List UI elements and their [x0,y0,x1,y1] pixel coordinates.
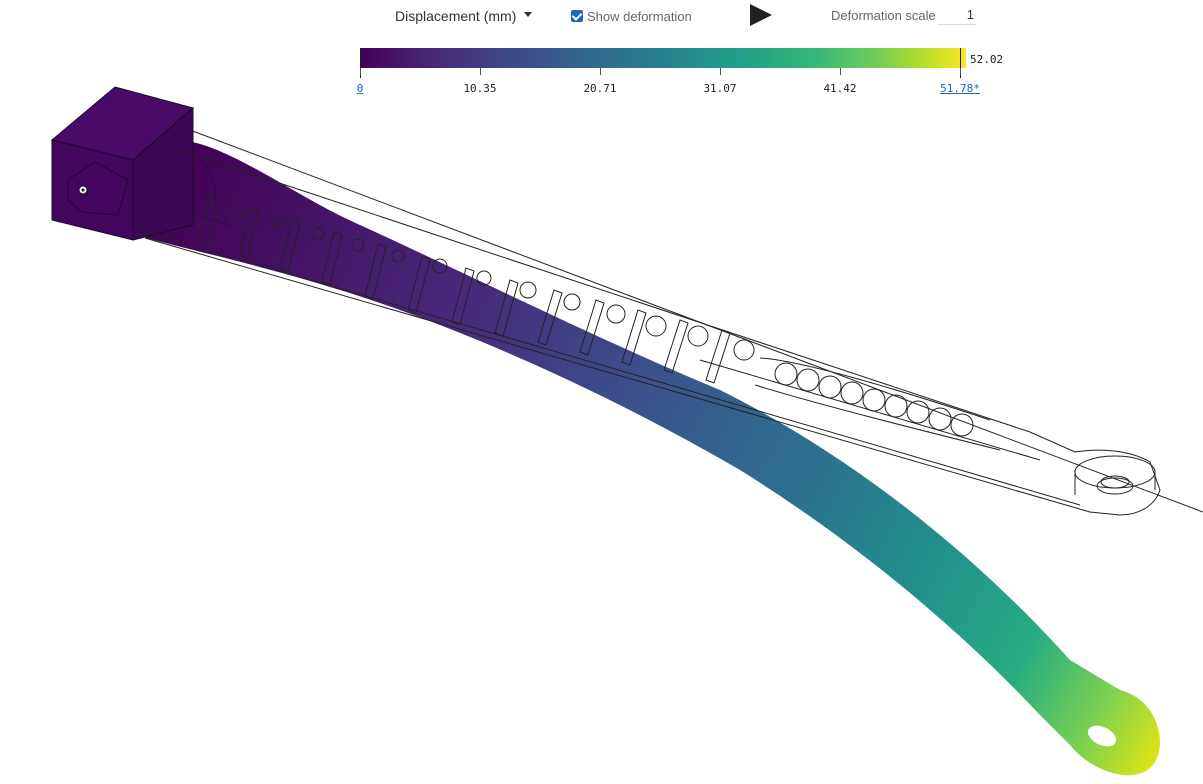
legend-tick [600,68,601,75]
chevron-down-icon [524,11,533,17]
result-type-label: Displacement (mm) [395,8,517,24]
legend-tick-label: 31.07 [703,82,737,95]
legend-tick-label: 10.35 [463,82,497,95]
legend-tick [720,68,721,75]
legend-tick-label: 20.71 [583,82,617,95]
undeformed-wireframe [139,129,1203,516]
wireframe-holes [231,205,974,437]
deformation-scale-input[interactable] [938,5,976,25]
legend-min-marker[interactable] [360,48,361,78]
deformation-scale-label: Deformation scale [831,8,936,23]
analysis-toolbar: Displacement (mm) Show deformation Defor… [0,0,1203,36]
legend-tick-label: 41.42 [823,82,857,95]
play-icon[interactable] [750,4,772,26]
legend-max-marker[interactable] [960,48,961,78]
color-scale-bar [360,48,966,68]
legend-tick [840,68,841,75]
show-deformation-toggle[interactable]: Show deformation [571,6,692,26]
wireframe-ribs [199,194,731,384]
checkbox-checked-icon[interactable] [571,10,583,22]
legend-max-value: 52.02 [970,53,1004,66]
result-type-dropdown[interactable]: Displacement (mm) [395,6,533,26]
legend-max-link[interactable]: 51.78* [940,82,980,95]
legend-tick [360,68,361,75]
tip-hole [1087,725,1117,747]
legend-tick [960,68,961,75]
mount-block [50,86,195,241]
legend-tick [480,68,481,75]
legend-min-link[interactable]: 0 [356,82,364,95]
show-deformation-label: Show deformation [587,8,692,24]
color-legend: 52.02 0 10.35 20.71 31.07 41.42 51.78* [356,48,1016,98]
